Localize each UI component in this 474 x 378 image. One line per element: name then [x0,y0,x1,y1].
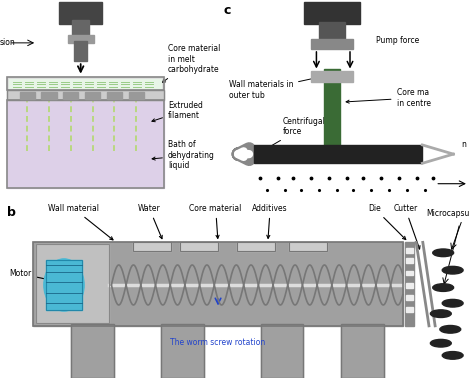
Text: Additives: Additives [252,204,288,239]
Bar [180,242,218,251]
Bar [341,324,384,378]
Text: The worm screw rotation: The worm screw rotation [171,338,265,347]
Text: Wall materials in
outer tub: Wall materials in outer tub [228,76,323,99]
Bar [41,91,57,99]
Bar [261,324,303,378]
Circle shape [440,325,461,333]
Bar [289,242,327,251]
Bar [7,77,164,90]
Text: n: n [461,140,466,149]
Bar [406,283,413,288]
Text: sion: sion [0,38,16,47]
Bar [85,91,100,99]
Circle shape [430,310,451,318]
Bar [107,91,122,99]
Circle shape [442,299,463,307]
Text: Wall material: Wall material [48,204,113,240]
Text: Motor: Motor [9,269,70,285]
Bar [72,20,90,37]
Bar [289,242,327,251]
Bar [319,22,345,41]
Bar [237,242,275,251]
Bar [237,242,275,251]
Bar [19,91,35,99]
Circle shape [430,339,451,347]
Bar [406,271,413,276]
Circle shape [433,284,454,291]
Text: Core ma
in centre: Core ma in centre [346,88,430,108]
Bar [36,244,109,323]
Text: Die: Die [368,204,406,240]
Bar [341,324,384,378]
Bar [406,295,413,300]
Circle shape [442,266,463,274]
Bar [133,242,171,251]
Ellipse shape [44,259,84,311]
Bar [9,79,161,89]
Text: Pump force: Pump force [376,36,419,45]
Text: Microcapsu: Microcapsu [426,209,469,218]
Bar [7,77,164,90]
Bar [68,35,94,43]
Text: b: b [7,206,16,219]
Bar [128,91,144,99]
Bar [324,70,340,147]
Bar [406,259,413,263]
Bar [7,100,164,188]
Bar [46,260,82,310]
Bar [7,90,164,100]
Bar [74,41,87,61]
Bar [46,260,82,310]
Text: Cutter: Cutter [393,204,420,249]
Text: Extruded
filament: Extruded filament [152,101,203,122]
Bar [36,244,109,323]
Text: Bath of
dehydrating
liquid: Bath of dehydrating liquid [152,140,215,170]
Bar [33,242,403,326]
Bar [71,324,114,378]
Bar [71,324,114,378]
Text: Core material: Core material [190,204,242,239]
Bar [161,324,204,378]
Circle shape [442,352,463,359]
Bar [63,91,79,99]
Bar [311,71,353,82]
Text: Core material
in melt
carbohydrate: Core material in melt carbohydrate [162,44,220,82]
Circle shape [433,249,454,257]
Bar [255,145,422,163]
Bar [7,90,164,100]
Bar [59,2,102,25]
Bar [405,242,414,326]
Bar [33,242,403,326]
Bar [161,324,204,378]
Bar [406,307,413,312]
Bar [303,2,360,25]
Text: Water: Water [138,204,162,239]
Text: Centrifugal
force: Centrifugal force [260,117,326,152]
Bar [311,39,353,49]
Bar [406,248,413,253]
Bar [133,242,171,251]
Bar [261,324,303,378]
Bar [7,100,164,188]
Bar [180,242,218,251]
Text: c: c [223,4,231,17]
